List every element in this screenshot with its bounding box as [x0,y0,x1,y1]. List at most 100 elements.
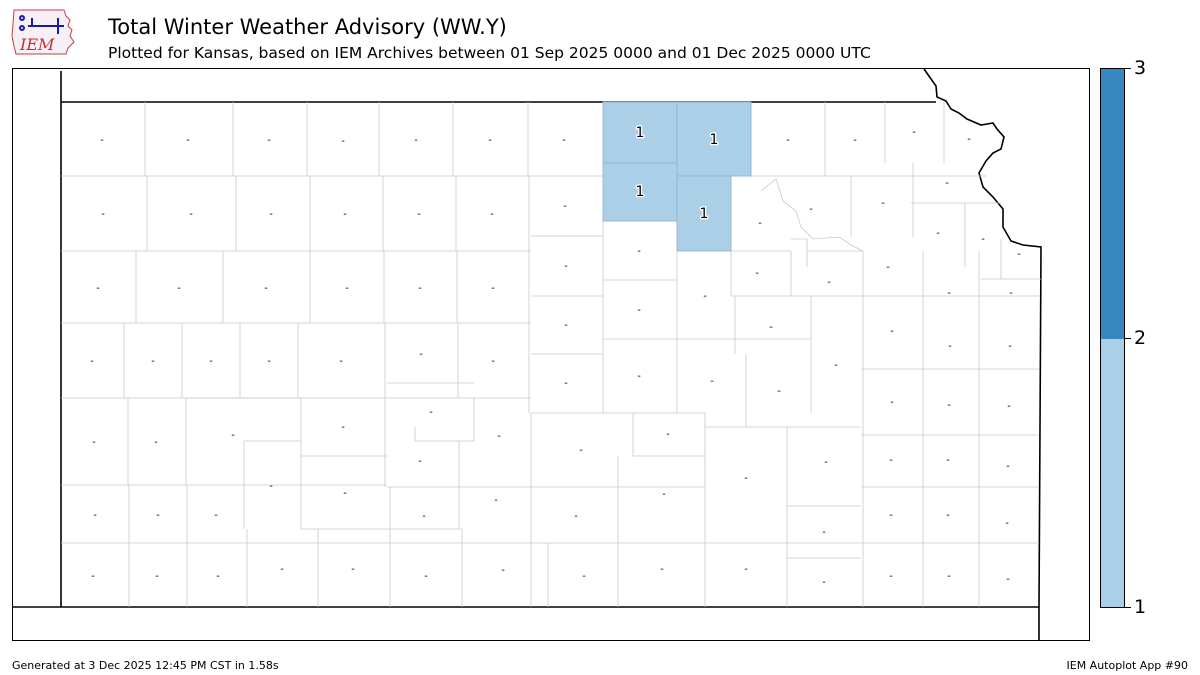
no-data-marker: - [414,135,418,146]
colorbar-segment-upper [1101,69,1124,339]
no-data-marker: - [744,564,748,575]
no-data-marker: - [666,429,670,440]
no-data-marker: - [186,135,190,146]
no-data-marker: - [151,356,155,367]
no-data-marker: - [339,356,343,367]
no-data-marker: - [280,564,284,575]
no-data-marker: - [947,288,951,299]
no-data-marker: - [637,371,641,382]
no-data-marker: - [177,283,181,294]
no-data-marker: - [491,283,495,294]
no-data-marker: - [154,437,158,448]
no-data-marker: - [947,571,951,582]
no-data-marker: - [574,511,578,522]
no-data-marker: - [1008,341,1012,352]
no-data-marker: - [422,511,426,522]
county-lines [61,102,1041,607]
county-shaded-3 [602,162,678,222]
no-data-marker: - [834,360,838,371]
county-value: 1 [636,125,645,141]
no-data-marker: - [769,322,773,333]
no-data-marker: - [755,268,759,279]
no-data-marker: - [1007,401,1011,412]
no-data-marker: - [93,510,97,521]
colorbar-segment-lower [1101,339,1124,607]
no-data-marker: - [1006,461,1010,472]
no-data-marker: - [419,349,423,360]
no-data-marker: - [660,564,664,575]
no-data-marker: - [744,473,748,484]
no-data-markers: - - - - - - - - - - - - - - - - - - - - - - - - - - - - - - - - - - - - - - - -… [90,127,1021,588]
no-data-marker: - [822,527,826,538]
no-data-marker: - [351,564,355,575]
no-data-marker: - [936,228,940,239]
no-data-marker: - [494,495,498,506]
no-data-marker: - [853,135,857,146]
no-data-marker: - [490,209,494,220]
no-data-marker: - [946,510,950,521]
no-data-marker: - [491,356,495,367]
no-data-marker: - [890,326,894,337]
no-data-marker: - [1006,574,1010,585]
no-data-marker: - [429,407,433,418]
advisory-counties [602,101,752,252]
no-data-marker: - [345,283,349,294]
no-data-marker: - [343,488,347,499]
no-data-marker: - [488,135,492,146]
no-data-marker: - [948,341,952,352]
chart-title: Total Winter Weather Advisory (WW.Y) [108,15,507,39]
colorbar [1100,68,1125,608]
no-data-marker: - [564,378,568,389]
county-shaded-4 [676,175,732,252]
no-data-marker: - [424,571,428,582]
no-data-marker: - [267,135,271,146]
no-data-marker: - [822,577,826,588]
no-data-marker: - [1009,288,1013,299]
no-data-marker: - [945,178,949,189]
no-data-marker: - [264,283,268,294]
no-data-marker: - [886,262,890,273]
no-data-marker: - [216,571,220,582]
footer-app: IEM Autoplot App #90 [1066,659,1189,672]
no-data-marker: - [562,135,566,146]
no-data-marker: - [786,135,790,146]
no-data-marker: - [582,571,586,582]
no-data-marker: - [946,455,950,466]
no-data-marker: - [889,455,893,466]
no-data-marker: - [758,218,762,229]
no-data-marker: - [637,305,641,316]
no-data-marker: - [96,283,100,294]
no-data-marker: - [1017,249,1021,260]
no-data-marker: - [267,356,271,367]
kansas-map: 1 1 1 1 --------------------------------… [12,68,1090,641]
no-data-marker: - [100,135,104,146]
no-data-marker: - [92,437,96,448]
colorbar-label-2: 2 [1134,327,1147,349]
no-data-marker: - [881,198,885,209]
no-data-marker: - [703,291,707,302]
county-value: 1 [636,184,645,200]
no-data-marker: - [967,134,971,145]
state-borders [13,69,1042,640]
county-shaded-1 [602,101,678,164]
no-data-marker: - [501,565,505,576]
no-data-marker: - [91,571,95,582]
no-data-marker: - [214,510,218,521]
no-data-marker: - [564,261,568,272]
no-data-marker: - [809,204,813,215]
no-data-marker: - [1005,518,1009,529]
no-data-marker: - [912,127,916,138]
no-data-marker: - [981,234,985,245]
county-value: 1 [710,132,719,148]
no-data-marker: - [269,481,273,492]
no-data-marker: - [418,283,422,294]
colorbar-label-1: 1 [1134,596,1147,618]
chart-subtitle: Plotted for Kansas, based on IEM Archive… [108,44,871,62]
no-data-marker: - [662,489,666,500]
no-data-marker: - [418,456,422,467]
no-data-marker: - [417,209,421,220]
no-data-marker: - [637,246,641,257]
no-data-marker: - [90,356,94,367]
no-data-marker: - [710,376,714,387]
no-data-marker: - [777,386,781,397]
